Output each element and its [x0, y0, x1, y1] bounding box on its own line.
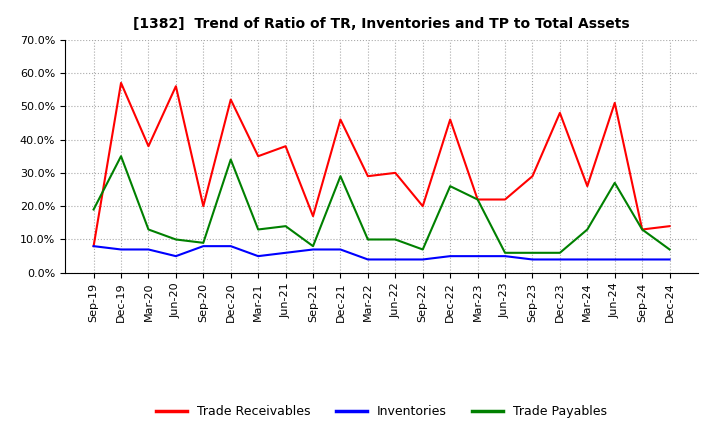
Trade Payables — [364, 237, 372, 242]
Trade Payables — [226, 157, 235, 162]
Inventories — [309, 247, 318, 252]
Trade Receivables — [391, 170, 400, 176]
Inventories — [556, 257, 564, 262]
Inventories — [254, 253, 263, 259]
Trade Payables — [336, 173, 345, 179]
Trade Payables — [89, 207, 98, 212]
Trade Payables — [446, 183, 454, 189]
Inventories — [117, 247, 125, 252]
Trade Receivables — [500, 197, 509, 202]
Line: Inventories: Inventories — [94, 246, 670, 260]
Trade Payables — [254, 227, 263, 232]
Trade Receivables — [556, 110, 564, 116]
Inventories — [89, 243, 98, 249]
Trade Payables — [473, 197, 482, 202]
Trade Receivables — [171, 84, 180, 89]
Inventories — [364, 257, 372, 262]
Trade Payables — [583, 227, 592, 232]
Trade Receivables — [528, 173, 537, 179]
Trade Payables — [117, 154, 125, 159]
Trade Payables — [418, 247, 427, 252]
Trade Payables — [500, 250, 509, 256]
Trade Receivables — [336, 117, 345, 122]
Trade Receivables — [254, 154, 263, 159]
Trade Payables — [528, 250, 537, 256]
Inventories — [144, 247, 153, 252]
Inventories — [336, 247, 345, 252]
Inventories — [226, 243, 235, 249]
Inventories — [199, 243, 207, 249]
Trade Payables — [391, 237, 400, 242]
Trade Receivables — [583, 183, 592, 189]
Trade Receivables — [117, 80, 125, 85]
Inventories — [611, 257, 619, 262]
Trade Receivables — [418, 204, 427, 209]
Inventories — [391, 257, 400, 262]
Inventories — [446, 253, 454, 259]
Trade Receivables — [364, 173, 372, 179]
Trade Receivables — [446, 117, 454, 122]
Inventories — [665, 257, 674, 262]
Trade Payables — [556, 250, 564, 256]
Trade Receivables — [89, 243, 98, 249]
Trade Payables — [282, 224, 290, 229]
Trade Receivables — [473, 197, 482, 202]
Line: Trade Payables: Trade Payables — [94, 156, 670, 253]
Trade Payables — [144, 227, 153, 232]
Trade Receivables — [199, 204, 207, 209]
Inventories — [583, 257, 592, 262]
Trade Payables — [309, 243, 318, 249]
Trade Payables — [638, 227, 647, 232]
Trade Receivables — [144, 143, 153, 149]
Trade Receivables — [611, 100, 619, 106]
Inventories — [638, 257, 647, 262]
Line: Trade Receivables: Trade Receivables — [94, 83, 670, 246]
Inventories — [418, 257, 427, 262]
Trade Receivables — [309, 213, 318, 219]
Trade Payables — [611, 180, 619, 186]
Trade Receivables — [226, 97, 235, 102]
Trade Payables — [665, 247, 674, 252]
Inventories — [500, 253, 509, 259]
Trade Payables — [171, 237, 180, 242]
Trade Receivables — [282, 143, 290, 149]
Trade Payables — [199, 240, 207, 246]
Inventories — [473, 253, 482, 259]
Inventories — [171, 253, 180, 259]
Trade Receivables — [638, 227, 647, 232]
Legend: Trade Receivables, Inventories, Trade Payables: Trade Receivables, Inventories, Trade Pa… — [151, 400, 612, 423]
Trade Receivables — [665, 224, 674, 229]
Inventories — [528, 257, 537, 262]
Inventories — [282, 250, 290, 256]
Title: [1382]  Trend of Ratio of TR, Inventories and TP to Total Assets: [1382] Trend of Ratio of TR, Inventories… — [133, 18, 630, 32]
